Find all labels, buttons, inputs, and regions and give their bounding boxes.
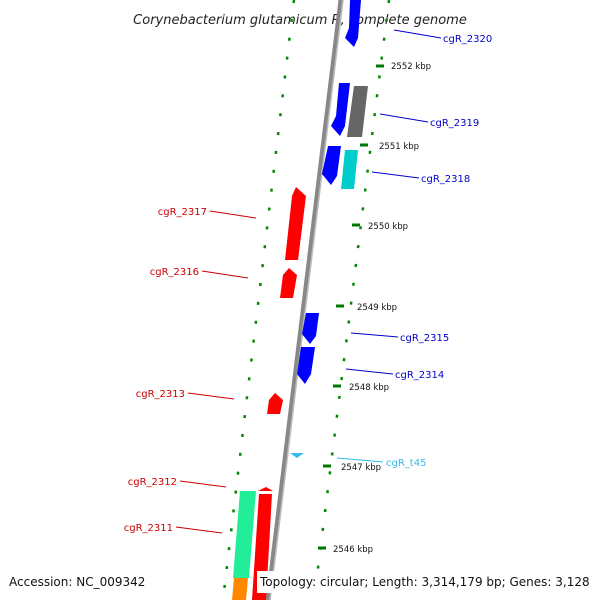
- leader-line-cgR_2313: [187, 392, 235, 400]
- gene-label-cgR_2316[interactable]: cgR_2316: [150, 267, 199, 278]
- gene-label-cgR_t45[interactable]: cgR_t45: [386, 458, 426, 469]
- gene-label-cgR_2311[interactable]: cgR_2311: [124, 523, 173, 534]
- gene-label-cgR_2319[interactable]: cgR_2319: [430, 118, 479, 129]
- gene-label-cgR_2315[interactable]: cgR_2315: [400, 333, 449, 344]
- scale-label-2548: 2548 kbp: [349, 383, 389, 393]
- gene-labels: cgR_2320 cgR_2319 cgR_2318 cgR_2317 cgR_…: [124, 34, 493, 534]
- gene-label-cgR_2320[interactable]: cgR_2320: [443, 34, 492, 45]
- scale-label-2550: 2550 kbp: [368, 222, 408, 232]
- scale-label-2551: 2551 kbp: [379, 142, 419, 152]
- gene-cgR_2320[interactable]: [345, 0, 361, 47]
- summary-text: Topology: circular; Length: 3,314,179 bp…: [259, 575, 590, 589]
- dotted-guide-right: [312, 0, 391, 600]
- leader-line-cgR_2320: [393, 29, 442, 39]
- scale-label-2546: 2546 kbp: [333, 545, 373, 555]
- leader-line-cgR_t45: [336, 457, 384, 463]
- gene-label-cgR_2318[interactable]: cgR_2318: [421, 174, 470, 185]
- gene-cgR_2319[interactable]: [331, 83, 350, 136]
- gene-cgR_2317[interactable]: [285, 187, 306, 260]
- scale-ticks: [318, 64, 384, 550]
- gene-label-cgR_2312[interactable]: cgR_2312: [128, 477, 177, 488]
- gene-label-cgR_2317[interactable]: cgR_2317: [158, 207, 207, 218]
- feature-mint[interactable]: [233, 491, 256, 578]
- gene-cgR_2313[interactable]: [267, 393, 283, 414]
- gene-label-cgR_2314[interactable]: cgR_2314: [395, 370, 444, 381]
- gene-cgR_2315[interactable]: [302, 313, 319, 344]
- forward-strand-features: [290, 0, 368, 458]
- gene-cgR_2311[interactable]: [258, 487, 273, 491]
- accession-text: Accession: NC_009342: [9, 575, 145, 589]
- scale-labels: 2552 kbp 2551 kbp 2550 kbp 2549 kbp 2548…: [333, 62, 431, 555]
- map-title: Corynebacterium glutamicum R, complete g…: [133, 13, 467, 28]
- leader-line-cgR_2311: [175, 526, 223, 534]
- gene-cgR_2318[interactable]: [341, 150, 358, 189]
- gene-cgR_2316[interactable]: [280, 268, 297, 298]
- leader-line-cgR_2312: [179, 480, 227, 488]
- feature-orange[interactable]: [232, 578, 248, 600]
- leader-line-cgR_2316: [201, 270, 249, 279]
- leader-line-cgR_2318: [371, 171, 420, 179]
- leader-line-cgR_2319: [379, 113, 429, 123]
- gene-cgR_2314[interactable]: [297, 347, 315, 384]
- gene-label-cgR_2313[interactable]: cgR_2313: [136, 389, 185, 400]
- genome-backbone: [265, 0, 344, 600]
- scale-label-2547: 2547 kbp: [341, 463, 381, 473]
- leader-line-cgR_2314: [345, 368, 394, 375]
- leader-line-cgR_2317: [209, 210, 257, 219]
- scale-label-2552: 2552 kbp: [391, 62, 431, 72]
- trna-cgR_t45[interactable]: [290, 453, 304, 458]
- gene-cgR_2318-left[interactable]: [322, 146, 341, 185]
- feature-gray[interactable]: [347, 86, 368, 137]
- leader-lines: [175, 29, 442, 534]
- leader-line-cgR_2315: [350, 332, 399, 338]
- reverse-strand-features: [232, 187, 306, 600]
- scale-label-2549: 2549 kbp: [357, 303, 397, 313]
- summary-background: [257, 571, 592, 593]
